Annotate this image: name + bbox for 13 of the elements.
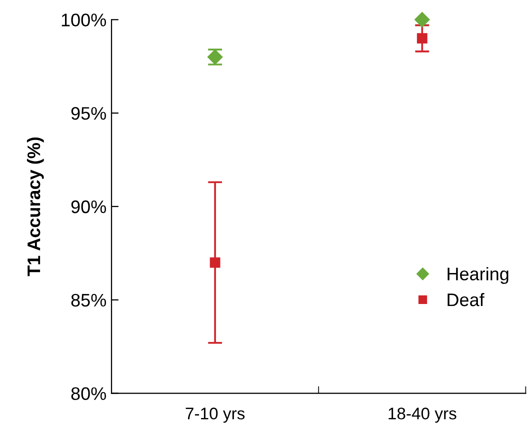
x-tick-label: 18-40 yrs — [388, 408, 456, 423]
y-tick-label: 80% — [71, 387, 106, 400]
y-tick-label: 95% — [71, 107, 106, 120]
legend-label: Deaf — [448, 292, 484, 306]
x-tick-label: 7-10 yrs — [186, 408, 245, 423]
point — [416, 33, 428, 44]
y-tick-label: 85% — [71, 294, 106, 307]
point — [210, 257, 220, 268]
legend-label: Hearing — [448, 267, 508, 284]
y-tick-label: 100% — [62, 14, 106, 26]
y-axis-title: T1 Accuracy (%) — [26, 137, 44, 276]
y-tick-label: 90% — [71, 200, 106, 214]
point — [414, 12, 430, 28]
